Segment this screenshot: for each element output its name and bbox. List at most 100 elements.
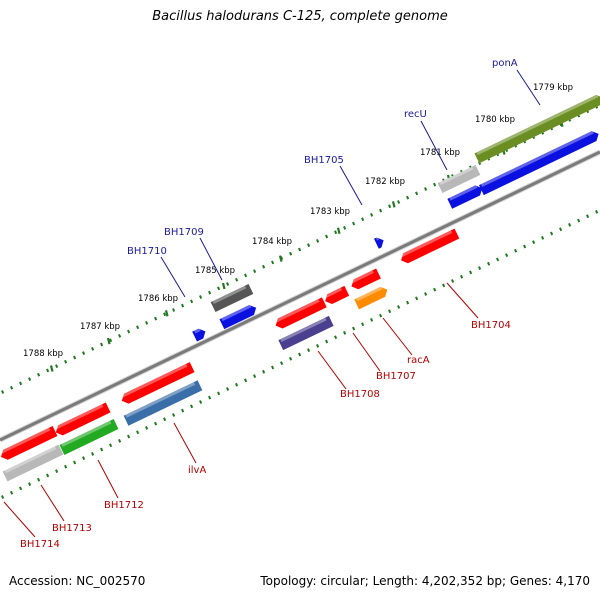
gene-label-BH1712: BH1712 bbox=[104, 500, 144, 511]
major-tick bbox=[391, 201, 396, 208]
minor-tick bbox=[532, 240, 536, 245]
gene-BH1707-red bbox=[350, 268, 381, 290]
minor-tick bbox=[343, 226, 347, 230]
minor-tick bbox=[253, 374, 257, 378]
major-tick bbox=[278, 255, 283, 262]
minor-tick bbox=[100, 447, 104, 452]
minor-tick bbox=[271, 260, 275, 265]
minor-tick bbox=[379, 208, 383, 213]
minor-tick bbox=[91, 451, 95, 456]
gene-label-ilvA: ilvA bbox=[188, 465, 206, 476]
minor-tick bbox=[19, 381, 23, 386]
minor-tick bbox=[343, 331, 347, 335]
kbp-tick-label: 1780 kbp bbox=[475, 115, 515, 125]
minor-tick bbox=[181, 303, 185, 308]
kbp-tick-label: 1784 kbp bbox=[252, 237, 292, 247]
minor-tick bbox=[370, 213, 374, 217]
label-leader bbox=[516, 69, 541, 106]
minor-tick bbox=[37, 477, 41, 482]
kbp-tick-label: 1787 kbp bbox=[80, 322, 120, 332]
minor-tick bbox=[460, 274, 464, 279]
minor-tick bbox=[433, 182, 437, 187]
minor-tick bbox=[451, 279, 455, 283]
minor-tick bbox=[559, 227, 563, 232]
minor-tick bbox=[289, 251, 293, 256]
minor-tick bbox=[397, 305, 401, 309]
gene-label-BH1714: BH1714 bbox=[20, 539, 60, 550]
minor-tick bbox=[253, 269, 257, 273]
minor-tick bbox=[478, 266, 482, 270]
inner-tick-track bbox=[1, 210, 599, 499]
label-leader bbox=[446, 282, 479, 319]
kbp-tick-label: 1786 kbp bbox=[138, 294, 178, 304]
minor-tick bbox=[271, 365, 275, 370]
gene-label-racA: racA bbox=[407, 355, 430, 366]
gene-BH1710 bbox=[192, 328, 206, 342]
gene-top-red3 bbox=[121, 362, 195, 404]
minor-tick bbox=[154, 316, 158, 321]
minor-tick bbox=[127, 329, 131, 334]
minor-tick bbox=[388, 204, 392, 209]
major-tick bbox=[336, 227, 341, 235]
minor-tick bbox=[1, 495, 5, 499]
minor-tick bbox=[100, 342, 104, 347]
label-leader bbox=[352, 332, 381, 372]
minor-tick bbox=[262, 264, 266, 269]
gene-top-red2 bbox=[55, 402, 111, 436]
topology-text: Topology: circular; Length: 4,202,352 bp… bbox=[260, 574, 590, 588]
minor-tick bbox=[334, 335, 338, 340]
minor-tick bbox=[235, 382, 239, 387]
minor-tick bbox=[55, 469, 59, 473]
gene-ponA bbox=[474, 94, 600, 164]
minor-tick bbox=[496, 257, 500, 262]
minor-tick bbox=[370, 318, 374, 322]
minor-tick bbox=[433, 287, 437, 292]
minor-tick bbox=[361, 322, 365, 327]
minor-tick bbox=[244, 378, 248, 383]
minor-tick bbox=[424, 187, 428, 191]
minor-tick bbox=[298, 247, 302, 252]
minor-tick bbox=[226, 282, 230, 286]
minor-tick bbox=[163, 417, 167, 422]
minor-tick bbox=[316, 343, 320, 348]
major-tick bbox=[221, 282, 226, 290]
minor-tick bbox=[172, 413, 176, 417]
gene-label-recU: recU bbox=[404, 109, 427, 120]
minor-tick bbox=[136, 430, 140, 435]
minor-tick bbox=[487, 261, 491, 266]
kbp-tick-label: 1782 kbp bbox=[365, 177, 405, 187]
minor-tick bbox=[136, 325, 140, 330]
minor-tick bbox=[307, 348, 311, 353]
outer-tick-track: 1779 kbp 1780 kbp 1781 kbp 1782 kbp 1783 kbp… bbox=[1, 83, 599, 394]
minor-tick bbox=[397, 200, 401, 204]
label-leader bbox=[420, 120, 448, 171]
minor-tick bbox=[28, 377, 32, 381]
gene-label-BH1705: BH1705 bbox=[304, 155, 344, 166]
gene-label-BH1708: BH1708 bbox=[340, 389, 380, 400]
gene-blue-long bbox=[479, 130, 599, 196]
minor-tick bbox=[388, 309, 392, 314]
minor-tick bbox=[325, 234, 329, 239]
gene-labels: ponA recU BH1705 BH1709 BH1710 BH1704 racA BH17… bbox=[3, 58, 541, 550]
minor-tick bbox=[226, 387, 230, 391]
minor-tick bbox=[73, 460, 77, 465]
minor-tick bbox=[262, 369, 266, 374]
minor-tick bbox=[586, 214, 590, 219]
minor-tick bbox=[28, 482, 32, 486]
minor-tick bbox=[208, 395, 212, 400]
minor-tick bbox=[10, 490, 14, 495]
minor-tick bbox=[46, 473, 50, 478]
gene-BH1709-blue bbox=[219, 304, 257, 330]
gene-label-BH1713: BH1713 bbox=[52, 523, 92, 534]
gene-label-BH1710: BH1710 bbox=[127, 246, 167, 257]
minor-tick bbox=[217, 286, 221, 291]
minor-tick bbox=[307, 243, 311, 248]
gene-BH1708 bbox=[278, 315, 334, 351]
gene-label-BH1709: BH1709 bbox=[164, 227, 204, 238]
genome-backbone bbox=[0, 149, 600, 443]
label-leader bbox=[339, 165, 363, 206]
minor-tick bbox=[55, 364, 59, 368]
minor-tick bbox=[415, 191, 419, 196]
kbp-tick-label: 1781 kbp bbox=[420, 148, 460, 158]
minor-tick bbox=[64, 464, 68, 469]
